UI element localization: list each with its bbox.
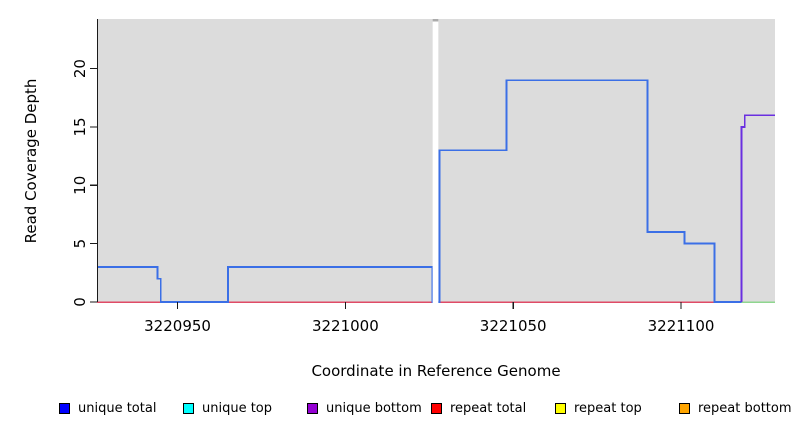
masked-region — [432, 19, 439, 304]
x-axis-title: Coordinate in Reference Genome — [311, 362, 561, 380]
y-tick-label: 10 — [71, 176, 89, 195]
x-tick-label: 3221100 — [648, 317, 715, 335]
x-tick-label: 3221050 — [480, 317, 547, 335]
y-tick-label: 15 — [71, 117, 89, 136]
series-unique-total-line — [97, 79, 742, 303]
y-tick-label: 20 — [71, 59, 89, 78]
x-tick-label: 3221000 — [312, 317, 379, 335]
x-tick-label: 3220950 — [144, 317, 211, 335]
y-tick-label: 0 — [71, 297, 89, 307]
y-tick-label: 5 — [71, 239, 89, 249]
series-unique-bottom-line — [740, 114, 775, 302]
y-axis-title: Read Coverage Depth — [22, 78, 40, 244]
masked-region-cap — [432, 19, 439, 22]
